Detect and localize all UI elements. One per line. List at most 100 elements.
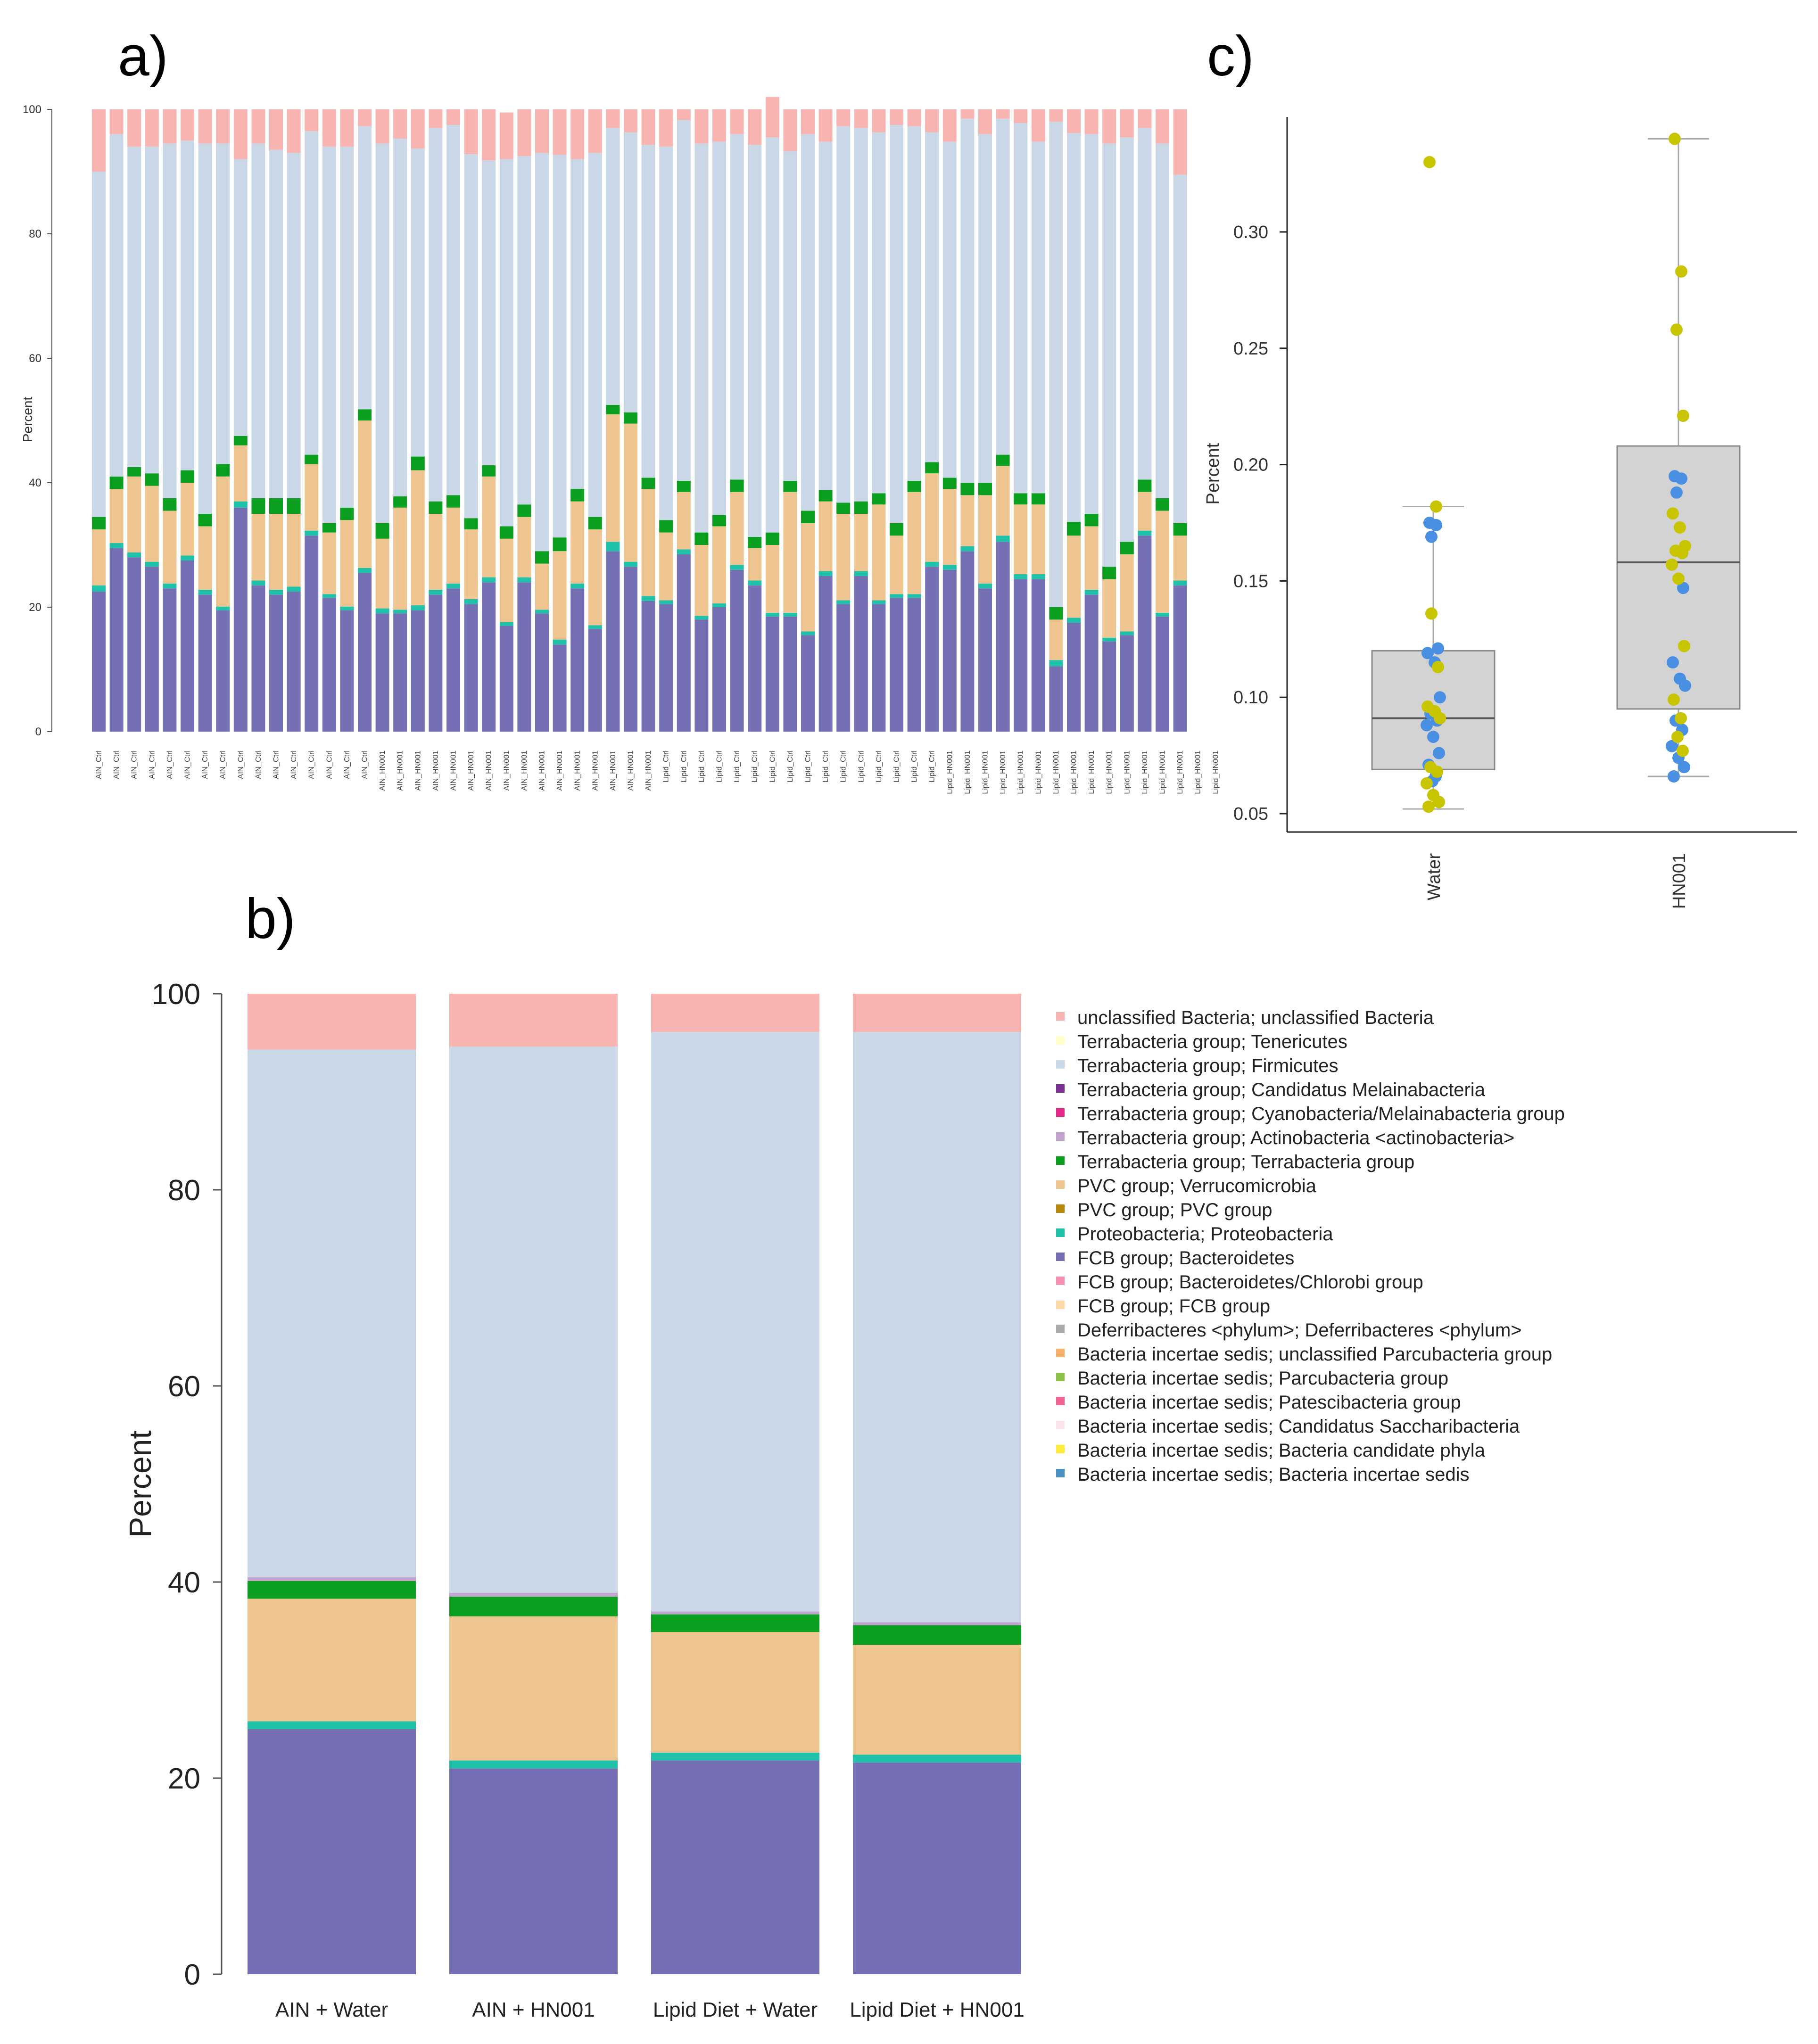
legend-label: Terrabacteria group; Actinobacteria <act… [1077,1128,1514,1148]
panel-c-y-tick-label: 0.15 [1233,571,1268,591]
panel-a-bar-segment [1084,134,1099,514]
panel-a-bar-segment [1120,554,1134,632]
panel-c-point [1434,712,1446,725]
panel-a-bar-segment [269,590,283,595]
panel-a-bar-segment [1173,109,1187,175]
panel-a-x-tick-label: Lipid_HN001 [1176,750,1184,794]
panel-a-x-tick-label: Lipid_Ctrl [662,750,670,783]
panel-c-point [1433,747,1445,759]
panel-a-bar-segment [978,588,992,732]
panel-a-bar-segment [340,109,354,147]
panel-b-bar-segment [853,1032,1021,1623]
panel-a-bar-segment [942,489,957,565]
panel-a-bar-segment [305,464,319,531]
panel-a-bar-segment [145,109,159,147]
panel-c-point [1421,719,1433,732]
panel-a-bar-segment [801,523,815,632]
panel-a-bar-segment [322,109,336,147]
panel-a-x-tick-label: Lipid_HN001 [999,750,1007,794]
panel-c-point [1677,409,1689,422]
panel-b-bar-segment [449,1592,618,1597]
panel-a-bar-segment [606,109,620,128]
panel-a-bar-segment [358,573,372,732]
panel-a-x-tick-label: AIN_HN001 [467,750,475,791]
panel-a-bar-segment [925,561,939,567]
panel-a-bar-segment [712,603,726,607]
panel-a-bar-segment [1102,641,1116,732]
panel-a-bar-segment [517,517,531,577]
panel-a-bar-segment [712,515,726,527]
panel-a-bar-segment [783,616,797,732]
panel-a-bar-segment [92,172,106,517]
panel-a-y-tick-label: 60 [29,352,41,365]
panel-a-bar-segment [1120,109,1134,138]
panel-a-bar-segment [393,610,407,614]
panel-a-x-tick-label: Lipid_Ctrl [751,750,759,783]
panel-a-bar-segment [712,109,726,142]
panel-a-bar-segment [836,604,851,732]
panel-a-bar-segment [694,143,709,533]
panel-a-bar-segment [854,514,868,571]
panel-a-bar-segment [127,552,141,558]
panel-a-bar-segment [358,568,372,573]
panel-c-point [1666,558,1678,571]
panel-a-bar-segment [624,423,637,562]
panel-a-bar-segment [340,147,354,508]
panel-a-x-tick-label: AIN_Ctrl [237,750,245,779]
panel-a-bar-segment [181,470,194,483]
panel-a-bar-segment [1031,504,1045,575]
panel-a-bar-segment [1102,579,1116,638]
panel-a-bar-segment [570,588,585,732]
panel-a-x-tick-label: Lipid_HN001 [1141,750,1149,794]
panel-c-point [1425,607,1438,620]
panel-a-bar-segment [163,588,177,732]
panel-a-x-tick-label: Lipid_Ctrl [928,750,936,783]
panel-a-bar-segment [1014,579,1028,732]
panel-c-y-label: Percent [1203,443,1223,504]
panel-a-x-tick-label: Lipid_HN001 [946,750,954,794]
panel-b-bar-segment [449,1047,618,1593]
panel-c-y-tick-label: 0.10 [1233,688,1268,708]
panel-b-bar-segment [248,1577,416,1581]
panel-b-bar-segment [853,1645,1021,1755]
panel-a-x-ticks: AIN_Ctrl AIN_Ctrl AIN_Ctrl AIN_Ctrl AIN_Ctrl… [95,750,1220,794]
panel-c-point [1668,770,1680,783]
panel-a-bar-segment [109,489,124,544]
panel-b-y-label: Percent [123,1430,157,1537]
panel-c-point [1433,796,1445,808]
panel-c-point [1670,323,1683,336]
panel-a-bar-segment [606,405,620,414]
panel-a-bar-segment [765,616,779,732]
panel-c-y-tick-label: 0.05 [1233,804,1268,824]
panel-a-bar-segment [783,612,797,617]
panel-a-bar-segment [145,561,159,567]
panel-a-bar-segment [1102,637,1116,642]
panel-a-bar-segment [269,109,283,150]
panel-a-x-tick-label: AIN_HN001 [627,750,635,791]
panel-a-bar-segment [1049,619,1063,660]
panel-a-bar-segment [109,543,124,548]
panel-a-x-tick-label: AIN_HN001 [645,750,653,791]
panel-a-bar-segment [216,476,230,607]
legend-swatch [1056,1253,1065,1261]
panel-a-bar-segment [1138,128,1152,480]
panel-label-c: c) [1207,25,1254,88]
panel-a-bar-segment [358,126,372,410]
panel-a-bar-segment [1049,666,1063,732]
panel-a-bar-segment [659,109,673,147]
panel-a-bar-segment [269,149,283,498]
panel-a-bar-segment [978,495,992,584]
panel-a-bar-segment [1067,618,1081,623]
panel-a-bar-segment [216,464,230,477]
panel-a-bar-segment [606,551,620,732]
panel-a-bar-segment [198,526,212,590]
panel-c-point [1668,693,1680,706]
panel-b-bars [248,994,1021,1974]
panel-c-x-ticks: Water HN001 [1424,853,1689,909]
panel-a-bar-segment [712,526,726,604]
panel-a-bar-segment [588,629,602,732]
panel-a-bar-segment [588,625,602,629]
panel-a-x-tick-label: AIN_Ctrl [148,750,156,779]
panel-a-bar-segment [340,520,354,607]
